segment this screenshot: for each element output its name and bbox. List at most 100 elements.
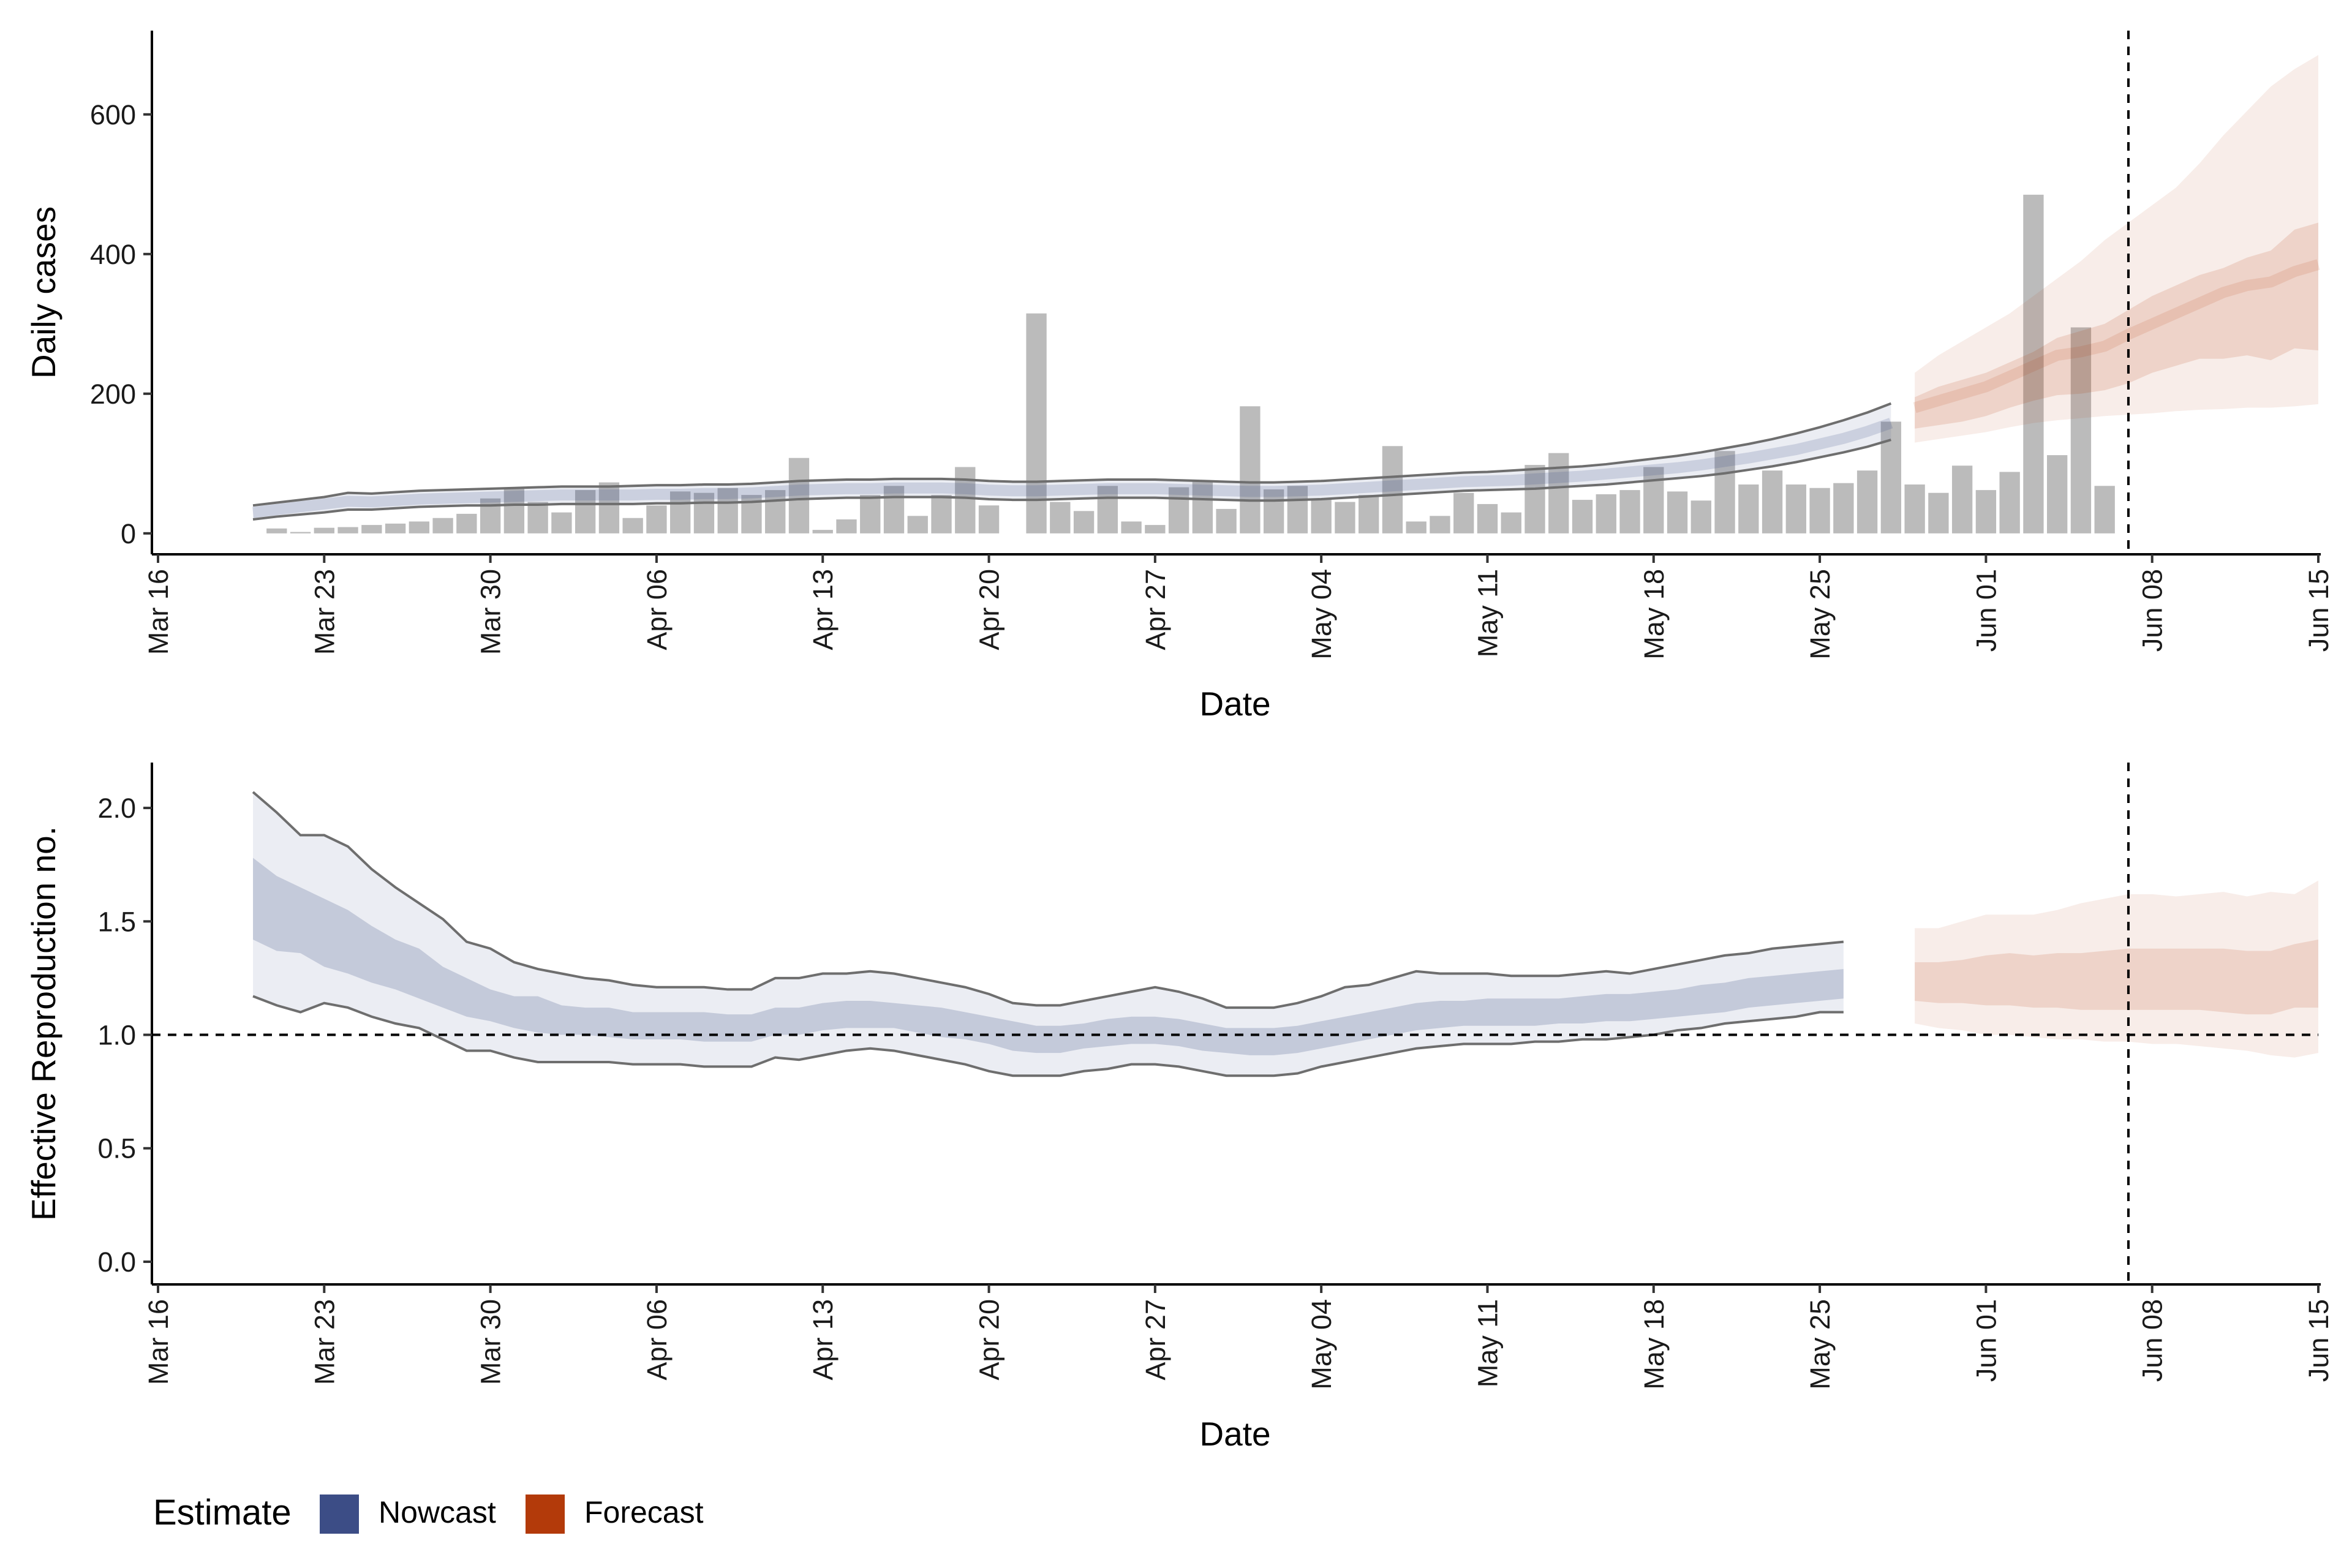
cases-y-tick-label: 400: [90, 239, 136, 270]
cases-bar: [2094, 486, 2115, 533]
legend-swatch-nowcast: [320, 1494, 359, 1534]
cases-bar: [883, 486, 905, 533]
reproduction-number-y-axis-title: Effective Reproduction no.: [24, 826, 62, 1221]
cases-bar: [1168, 487, 1189, 533]
rt-y-tick-label: 0.0: [97, 1246, 136, 1278]
cases-bar: [1430, 516, 1450, 533]
cases-bar: [2046, 455, 2068, 533]
rt-nowcast-band-90: [253, 792, 1844, 1076]
reproduction-number-plot-area: [152, 763, 2318, 1284]
rt-x-tick-label: Jun 01: [1970, 1299, 2002, 1382]
rt-nowcast-band-50: [253, 858, 1844, 1055]
cases-bar: [432, 518, 453, 533]
cases-x-tick-label: Apr 20: [974, 569, 1005, 650]
rt-x-tick-label: May 18: [1638, 1299, 1670, 1390]
cases-bar: [1263, 489, 1284, 533]
rt-y-tick-label: 2.0: [97, 793, 136, 824]
cases-bar: [1691, 500, 1711, 533]
cases-x-tick-label: Mar 23: [309, 569, 340, 655]
cases-bar: [1738, 484, 1759, 533]
rt-x-tick-label: Jun 08: [2137, 1299, 2168, 1382]
cases-bar: [1785, 484, 1806, 533]
cases-bar: [1951, 466, 1973, 533]
cases-bar: [290, 532, 311, 533]
cases-bar: [1975, 490, 1997, 533]
cases-bar: [598, 482, 620, 533]
cases-bar: [1501, 512, 1521, 533]
rt-x-tick-label: Jun 15: [2303, 1299, 2334, 1382]
cases-bar: [1026, 313, 1047, 533]
cases-bar: [361, 525, 382, 533]
rt-y-tick-label: 1.5: [97, 906, 136, 937]
cases-bar: [456, 513, 477, 533]
cases-y-tick-label: 200: [90, 379, 136, 410]
cases-bar: [1240, 406, 1261, 533]
cases-bar: [1904, 484, 1925, 533]
cases-bar: [1928, 492, 1949, 533]
cases-bar: [812, 530, 833, 533]
cases-bar: [1073, 511, 1095, 533]
cases-bar: [1287, 486, 1308, 533]
cases-x-tick-label: Jun 15: [2303, 569, 2334, 652]
cases-bar: [1833, 483, 1854, 533]
cases-forecast-band-90: [1915, 55, 2318, 443]
cases-bar: [622, 518, 643, 533]
cases-bar: [931, 495, 952, 533]
cases-bar: [1667, 491, 1688, 533]
rt-x-tick-label: May 04: [1306, 1299, 1337, 1390]
cases-bar: [1192, 481, 1213, 533]
rt-x-tick-label: May 11: [1472, 1299, 1503, 1387]
rt-x-tick-label: Apr 13: [807, 1299, 839, 1381]
cases-nowcast-lower-bound-line: [252, 439, 1891, 521]
cases-bar: [1762, 470, 1783, 533]
cases-bar: [1596, 494, 1616, 533]
cases-bar: [978, 505, 1000, 533]
cases-bar: [1335, 502, 1355, 533]
cases-forecast-band-50: [1915, 222, 2318, 429]
cases-bar: [836, 519, 857, 533]
cases-nowcast-band-90: [253, 403, 1891, 519]
cases-bar: [1097, 486, 1118, 533]
cases-bar: [266, 528, 287, 533]
cases-bar: [1121, 521, 1142, 533]
cases-bar: [337, 527, 358, 533]
cases-bar: [670, 491, 691, 533]
cases-bar: [1999, 472, 2020, 533]
cases-bar: [1714, 451, 1735, 533]
cases-bar: [1856, 470, 1878, 533]
cases-bar: [2023, 194, 2044, 533]
cases-bar: [1216, 508, 1237, 533]
cases-bar: [955, 467, 976, 533]
cases-bar: [1359, 495, 1379, 533]
rt-x-tick-label: Mar 16: [143, 1299, 174, 1385]
rt-x-tick-label: Apr 27: [1140, 1299, 1171, 1381]
cases-bar: [575, 490, 596, 533]
rt-forecast-band-90: [1915, 880, 2318, 1058]
daily-cases-plot-area: [252, 31, 2320, 554]
legend-swatch-forecast: [526, 1494, 565, 1534]
cases-bar: [551, 512, 572, 533]
cases-bar: [527, 502, 548, 533]
cases-bar: [1382, 446, 1403, 533]
cases-x-tick-label: Apr 27: [1140, 569, 1171, 650]
legend-label-forecast: Forecast: [584, 1495, 704, 1529]
cases-bar: [860, 495, 881, 533]
cases-x-tick-label: Mar 16: [143, 569, 174, 655]
cases-bar: [1311, 498, 1332, 533]
cases-bar: [503, 488, 525, 533]
daily-cases-panel: 0 200 400 600 Mar 16 Mar 23 Mar 30 Apr 06 Apr 13…: [24, 31, 2334, 723]
cases-bar: [1453, 492, 1474, 533]
cases-bar: [765, 490, 786, 533]
cases-x-tick-label: Jun 01: [1970, 569, 2002, 652]
rt-nowcast-upper-bound-line: [252, 791, 1844, 1009]
cases-x-tick-label: Mar 30: [475, 569, 507, 655]
cases-bar: [1809, 488, 1830, 533]
cases-bar: [1619, 490, 1640, 533]
cases-bar: [693, 492, 715, 533]
cases-bar: [385, 523, 406, 533]
cases-bar: [788, 458, 810, 533]
rt-x-tick-label: Apr 20: [974, 1299, 1005, 1381]
cases-bar: [1406, 521, 1427, 533]
cases-x-tick-label: May 11: [1472, 569, 1503, 657]
